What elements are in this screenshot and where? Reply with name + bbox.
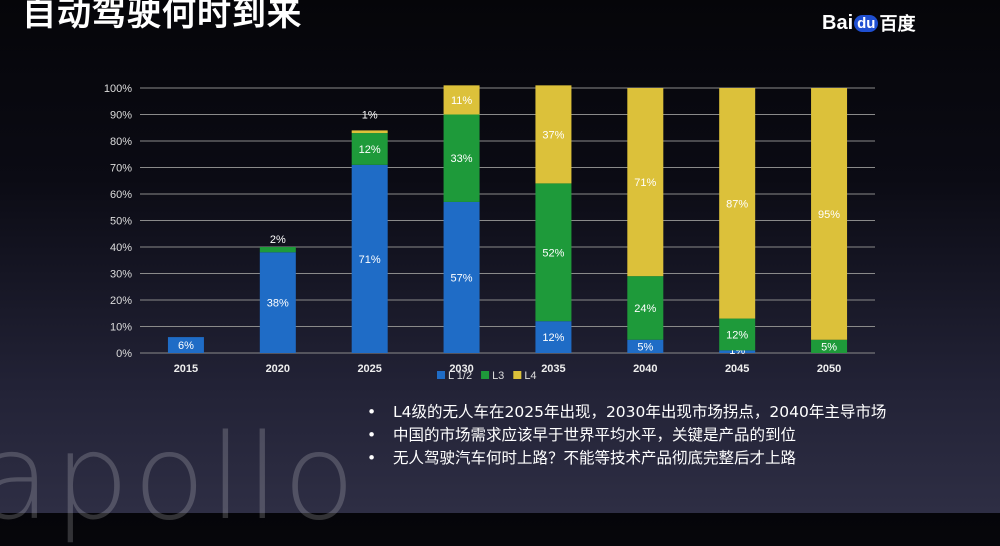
bar-segment [351,130,388,134]
baidu-logo: Bai du 百度 [822,10,915,36]
legend-swatch [481,371,490,379]
data-label: 12% [542,332,564,344]
x-tick-label: 2045 [725,363,749,375]
data-label: 52% [542,247,564,259]
bar-segment [535,321,572,353]
y-tick-label: 20% [110,295,132,307]
data-label: 5% [821,341,837,353]
data-label: 5% [637,341,653,353]
x-tick-label: 2040 [633,363,657,375]
apollo-watermark: apollo [0,408,360,546]
y-tick-label: 0% [116,348,132,360]
x-tick-label: 2050 [817,363,841,375]
x-tick-label: 2015 [174,363,198,375]
baidu-logo-text: Bai [822,11,854,34]
slide-title: 自动驾驶何时到来 [22,0,302,34]
bar-segment [351,133,388,165]
data-label: 57% [451,272,473,284]
x-tick-label: 2020 [266,363,290,375]
y-tick-label: 100% [104,83,132,95]
stacked-bar-chart: 0% 10% 20% 30% 40% 50% 60% 70% 80% 90% 100% 6% 2015 3… [104,83,875,382]
data-label: 2% [270,234,286,246]
legend-label: L3 [492,370,504,382]
bar-segment [811,88,848,340]
data-label: 71% [634,177,656,189]
x-tick-label: 2025 [357,363,381,375]
data-label: 87% [726,198,748,210]
bullet-item: 中国的市场需求应该早于世界平均水平，关键是产品的到位 [367,424,886,447]
data-label: 33% [451,153,473,165]
bullet-list: L4级的无人车在2025年出现，2030年出现市场拐点，2040年主导市场 中国… [367,401,886,470]
y-tick-label: 40% [110,242,132,254]
bar-segment [719,88,756,319]
legend-label: L 1/2 [448,370,472,382]
data-label: 11% [451,95,472,107]
data-label: 6% [178,340,194,352]
bar-segment [811,339,848,353]
y-tick-label: 70% [110,163,132,175]
bar-segment [259,247,296,253]
x-tick-label: 2030 [449,363,473,375]
bar-segment [443,85,480,115]
x-tick-label: 2035 [541,363,565,375]
legend-label: L4 [524,370,536,382]
bullet-item: L4级的无人车在2025年出现，2030年出现市场拐点，2040年主导市场 [367,401,886,424]
legend-swatch [513,371,522,379]
legend-swatch [437,371,445,379]
y-tick-label: 80% [110,136,132,148]
bullet-item: 无人驾驶汽车何时上路？不能等技术产品彻底完整后才上路 [367,447,886,470]
data-label: 1% [362,109,378,121]
data-label: 95% [818,209,840,221]
data-label: 37% [542,129,564,141]
y-tick-label: 60% [110,189,132,201]
bar-segment [719,350,756,353]
data-label: 24% [634,303,656,315]
bar-segment [443,201,480,353]
baidu-logo-cn: 百度 [879,14,916,35]
y-tick-label: 30% [110,269,132,281]
bar-segment [535,183,572,322]
data-label: 71% [359,254,381,266]
baidu-paw-icon: du [854,14,879,32]
y-tick-label: 10% [110,322,132,334]
bar-segment [443,114,480,202]
data-label: 12% [726,329,748,341]
y-tick-label: 50% [110,216,132,228]
bar-segment [535,85,572,184]
y-tick-label: 90% [110,110,132,122]
bar-segment [259,252,296,353]
bar-segment [351,164,388,353]
data-label: 38% [267,298,289,310]
bar-segment [627,88,664,277]
data-label: 12% [359,144,381,156]
bar-segment [719,318,756,351]
bar-segment [627,339,664,353]
bar-segment [627,276,664,340]
bar-segment [167,337,204,353]
